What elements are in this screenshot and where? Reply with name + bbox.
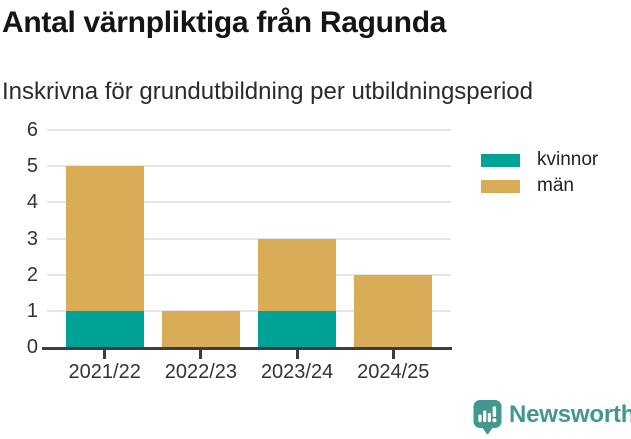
legend-item-män: män (481, 173, 598, 199)
x-axis-tick (391, 350, 395, 359)
y-axis-tick-label: 3 (26, 227, 38, 250)
chart-subtitle: Inskrivna för grundutbildning per utbild… (2, 78, 533, 105)
y-axis-tick-label: 4 (26, 191, 38, 214)
newsworthy-logo[interactable]: Newsworthy (473, 399, 631, 435)
newsworthy-logo-text: Newsworthy (509, 401, 631, 428)
bar-segment-kvinnor (65, 310, 144, 347)
y-axis-tick-label: 5 (26, 155, 38, 178)
legend-label: män (537, 175, 574, 196)
x-axis-tick-label: 2021/22 (68, 361, 141, 383)
y-gridline (47, 309, 451, 312)
y-gridline (47, 201, 451, 204)
y-axis-tick-label: 6 (26, 119, 38, 141)
y-axis-tick-label: 1 (26, 299, 38, 322)
x-axis-tick (199, 350, 203, 359)
bar-segment-män (161, 310, 240, 347)
x-axis-tick-label: 2023/24 (260, 361, 334, 383)
bar-segment-kvinnor (258, 310, 337, 347)
x-axis-tick-label: 2022/23 (164, 361, 238, 383)
legend: kvinnor män (481, 147, 598, 199)
bar-segment-män (354, 274, 433, 347)
x-axis-tick (103, 350, 107, 359)
y-gridline (47, 237, 451, 240)
legend-swatch (481, 179, 520, 193)
newsworthy-speech-bubble-bar-chart-icon (473, 400, 502, 435)
y-gridline (47, 165, 451, 168)
legend-label: kvinnor (537, 149, 599, 170)
legend-swatch (481, 153, 520, 167)
y-gridline (47, 273, 451, 276)
x-axis-tick (295, 350, 299, 359)
x-axis-tick-label: 2024/25 (357, 361, 430, 383)
legend-item-kvinnor: kvinnor (481, 147, 598, 173)
y-gridline (47, 129, 451, 131)
bar-segment-män (258, 238, 337, 311)
x-axis-line (42, 347, 452, 350)
bar-segment-män (65, 166, 144, 311)
y-axis-tick-label: 2 (26, 263, 38, 286)
y-axis-tick-label: 0 (26, 336, 38, 358)
chart-title: Antal värnpliktiga från Ragunda (2, 6, 447, 39)
